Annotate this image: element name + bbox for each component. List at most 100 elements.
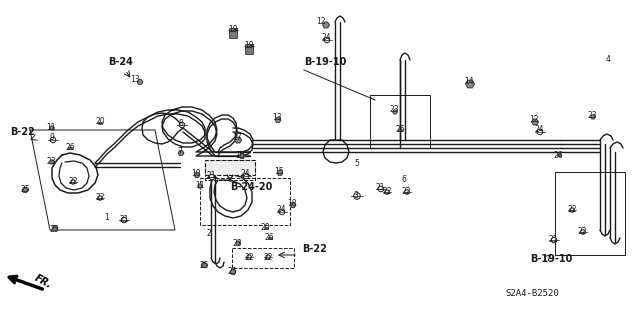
Text: 7: 7 xyxy=(177,147,182,157)
Bar xyxy=(245,44,253,54)
Text: 25: 25 xyxy=(20,186,30,195)
Polygon shape xyxy=(50,160,54,164)
Text: 26: 26 xyxy=(395,125,405,135)
Circle shape xyxy=(98,196,102,200)
Text: 23: 23 xyxy=(389,106,399,115)
Bar xyxy=(557,154,561,156)
Text: B-19-10: B-19-10 xyxy=(530,254,572,264)
Polygon shape xyxy=(275,118,281,122)
Text: 24: 24 xyxy=(534,125,544,135)
Text: B-22: B-22 xyxy=(302,244,327,254)
Polygon shape xyxy=(532,119,538,125)
Polygon shape xyxy=(236,241,240,245)
Text: 13: 13 xyxy=(272,114,282,122)
Text: 24: 24 xyxy=(276,205,286,214)
Polygon shape xyxy=(323,22,330,28)
Text: 16: 16 xyxy=(235,151,245,160)
Text: 21: 21 xyxy=(375,183,385,192)
Polygon shape xyxy=(291,203,296,207)
Text: 5: 5 xyxy=(355,159,360,167)
Circle shape xyxy=(378,186,384,192)
Polygon shape xyxy=(466,80,474,88)
Text: 23: 23 xyxy=(232,239,242,248)
Text: 23: 23 xyxy=(46,158,56,167)
Text: 22: 22 xyxy=(95,194,105,203)
Text: 15: 15 xyxy=(274,167,284,176)
Text: 21: 21 xyxy=(206,172,216,181)
Text: 8: 8 xyxy=(179,120,184,129)
Text: 25: 25 xyxy=(199,261,209,270)
Circle shape xyxy=(354,193,360,199)
Text: 24: 24 xyxy=(321,33,331,41)
Text: B-22: B-22 xyxy=(10,127,35,137)
Circle shape xyxy=(385,190,389,194)
Polygon shape xyxy=(195,173,200,177)
Text: 13: 13 xyxy=(130,76,140,85)
Circle shape xyxy=(570,208,574,212)
Text: 17: 17 xyxy=(232,133,242,143)
Bar xyxy=(205,160,255,175)
Text: 20: 20 xyxy=(260,224,270,233)
Text: 12: 12 xyxy=(316,18,326,26)
Text: 3: 3 xyxy=(353,190,358,199)
Circle shape xyxy=(405,190,409,194)
Circle shape xyxy=(71,180,76,184)
Text: FR.: FR. xyxy=(33,273,54,291)
Circle shape xyxy=(581,230,585,234)
Circle shape xyxy=(324,37,330,43)
Bar xyxy=(229,28,237,38)
Text: 24: 24 xyxy=(240,169,250,179)
Text: 18: 18 xyxy=(287,199,297,209)
Bar xyxy=(264,226,268,229)
Text: 25: 25 xyxy=(227,268,237,277)
Text: 19: 19 xyxy=(228,26,238,34)
Bar xyxy=(97,122,102,124)
Polygon shape xyxy=(52,226,58,230)
Text: 21: 21 xyxy=(119,216,129,225)
Polygon shape xyxy=(137,80,143,85)
Polygon shape xyxy=(22,188,28,192)
Text: 22: 22 xyxy=(263,253,273,262)
Circle shape xyxy=(247,255,252,259)
Circle shape xyxy=(51,137,56,143)
Circle shape xyxy=(279,209,285,215)
Text: 11: 11 xyxy=(195,181,205,189)
Bar xyxy=(68,147,72,149)
Text: 1: 1 xyxy=(104,213,109,222)
Polygon shape xyxy=(179,151,184,155)
Polygon shape xyxy=(230,270,236,274)
Text: 22: 22 xyxy=(382,188,392,197)
Text: 19: 19 xyxy=(244,41,254,50)
Text: 6: 6 xyxy=(401,174,406,183)
Text: 23: 23 xyxy=(587,110,597,120)
Text: 22: 22 xyxy=(567,205,577,214)
Bar xyxy=(397,129,403,131)
Text: 22: 22 xyxy=(577,227,587,236)
Text: B-24: B-24 xyxy=(108,57,133,67)
Text: 14: 14 xyxy=(464,78,474,86)
Circle shape xyxy=(537,129,543,135)
Polygon shape xyxy=(201,263,207,267)
Text: 26: 26 xyxy=(264,234,274,242)
Polygon shape xyxy=(50,126,54,130)
Text: 22: 22 xyxy=(244,253,253,262)
Text: 20: 20 xyxy=(95,117,105,127)
Circle shape xyxy=(209,174,215,180)
Circle shape xyxy=(179,122,185,128)
Text: 12: 12 xyxy=(529,115,539,124)
Bar xyxy=(268,237,273,239)
Polygon shape xyxy=(393,110,397,114)
Text: B-24-20: B-24-20 xyxy=(230,182,273,192)
Polygon shape xyxy=(235,137,241,143)
Text: 21: 21 xyxy=(548,235,557,244)
Text: 10: 10 xyxy=(191,169,201,179)
Circle shape xyxy=(121,217,127,223)
Polygon shape xyxy=(591,115,595,119)
Text: 4: 4 xyxy=(605,56,611,64)
Polygon shape xyxy=(277,171,283,175)
Text: 9: 9 xyxy=(49,133,54,143)
Text: 26: 26 xyxy=(65,144,75,152)
Text: B-19-10: B-19-10 xyxy=(304,57,346,67)
Text: 11: 11 xyxy=(46,123,56,132)
Polygon shape xyxy=(239,154,244,158)
